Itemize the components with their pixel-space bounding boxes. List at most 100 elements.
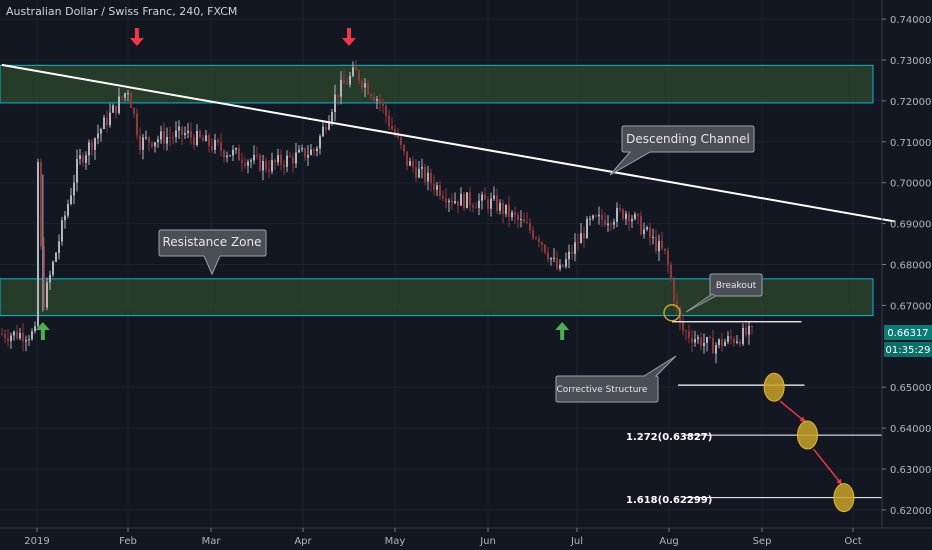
candle-body <box>622 209 624 219</box>
candle-body <box>220 142 222 151</box>
projection-arrow-line <box>779 400 806 423</box>
candle-body <box>508 204 510 218</box>
candle-body <box>430 172 432 184</box>
price-tick-label: 0.68000 <box>890 261 931 272</box>
target-circle[interactable] <box>763 372 785 402</box>
candle-body <box>253 155 255 161</box>
candle-body <box>31 331 33 340</box>
candle-body <box>169 136 171 138</box>
candle-body <box>232 149 234 156</box>
candle-body <box>739 341 741 345</box>
candle-body <box>214 139 216 150</box>
projection-arrow-line <box>812 448 843 486</box>
price-tick-label: 0.71000 <box>890 138 931 149</box>
candle-body <box>166 136 168 144</box>
zones-layer <box>0 64 874 317</box>
price-tick-label: 0.62000 <box>890 506 931 517</box>
candle-body <box>532 230 534 238</box>
candle-body <box>94 138 96 150</box>
candle-body <box>418 168 420 178</box>
candle-body <box>115 105 117 114</box>
candle-body <box>292 156 294 164</box>
resistance-zone-callout[interactable]: Resistance Zone <box>158 229 267 276</box>
candle-body <box>307 154 309 158</box>
candle-body <box>700 337 702 347</box>
candle-body <box>16 331 18 339</box>
candle-body <box>73 182 75 196</box>
candle-body <box>40 162 42 247</box>
candle-body <box>187 131 189 134</box>
candle-body <box>379 99 381 103</box>
current-price-tag[interactable]: 0.66317 01:35:29 <box>884 325 932 357</box>
candle-body <box>61 220 63 242</box>
candle-body <box>610 223 612 225</box>
candle-body <box>649 227 651 238</box>
candle-body <box>328 121 330 130</box>
candle-body <box>136 113 138 136</box>
candle-body <box>76 159 78 183</box>
upper-resistance-zone[interactable] <box>0 64 874 104</box>
candle-body <box>157 139 159 143</box>
candle-body <box>112 105 114 113</box>
corrective-structure-callout[interactable]: Corrective Structure <box>555 355 677 403</box>
fib-1618-label: 1.618(0.62299) <box>626 495 712 506</box>
candle-body <box>10 335 12 341</box>
candle-body <box>337 94 339 97</box>
candle-body <box>406 151 408 166</box>
candle-body <box>631 218 633 222</box>
candle-body <box>346 83 348 85</box>
price-tick-label: 0.72000 <box>890 97 931 108</box>
price-axis[interactable]: 0.74000 0.73000 0.72000 0.71000 0.70000 0.690… <box>882 15 931 517</box>
target-circle[interactable] <box>797 420 818 450</box>
breakout-label: Breakout <box>716 281 757 291</box>
candle-body <box>511 212 513 218</box>
breakout-callout[interactable]: Breakout <box>685 273 763 313</box>
red-down-arrow-icon <box>129 28 144 46</box>
candle-body <box>478 200 480 209</box>
breakout-circle[interactable] <box>663 304 681 322</box>
time-tick-label: May <box>385 536 406 547</box>
descending-channel-label: Descending Channel <box>626 132 750 146</box>
candle-body <box>391 125 393 130</box>
fib-1272-label: 1.272(0.63827) <box>626 432 712 443</box>
candle-body <box>181 126 183 136</box>
candle-body <box>646 227 648 230</box>
candle-body <box>733 338 735 343</box>
candle-body <box>34 326 36 332</box>
candle-body <box>433 183 435 190</box>
candle-body <box>466 192 468 209</box>
candle-body <box>268 169 270 172</box>
target-circle[interactable] <box>833 483 855 513</box>
candle-body <box>289 155 291 157</box>
price-tick-label: 0.69000 <box>890 220 931 231</box>
candle-body <box>655 236 657 252</box>
candle-body <box>49 274 51 283</box>
price-tick-label: 0.65000 <box>890 383 931 394</box>
descending-channel-callout[interactable]: Descending Channel <box>609 125 755 176</box>
time-axis[interactable]: 2019 Feb Mar Apr May Jun Jul Aug Sep Oct <box>24 528 862 547</box>
candle-body <box>277 155 279 163</box>
candle-body <box>373 96 375 101</box>
candle-body <box>658 241 660 252</box>
candle-body <box>4 334 6 339</box>
candle-body <box>43 246 45 308</box>
candle-body <box>403 145 405 152</box>
time-tick-label: Apr <box>294 536 312 547</box>
candle-body <box>250 160 252 162</box>
candle-body <box>340 79 342 97</box>
candle-body <box>364 83 366 88</box>
candle-body <box>703 342 705 347</box>
candle-body <box>541 242 543 245</box>
candle-body <box>286 155 288 167</box>
time-tick-label: 2019 <box>24 536 49 547</box>
candle-body <box>55 252 57 262</box>
descending-trendline[interactable] <box>1 63 896 223</box>
candle-body <box>562 264 564 267</box>
candle-body <box>85 155 87 163</box>
candle-body <box>25 340 27 342</box>
candle-body <box>163 131 165 144</box>
time-tick-label: Jul <box>570 536 583 547</box>
candle-body <box>607 223 609 226</box>
candle-body <box>505 204 507 214</box>
